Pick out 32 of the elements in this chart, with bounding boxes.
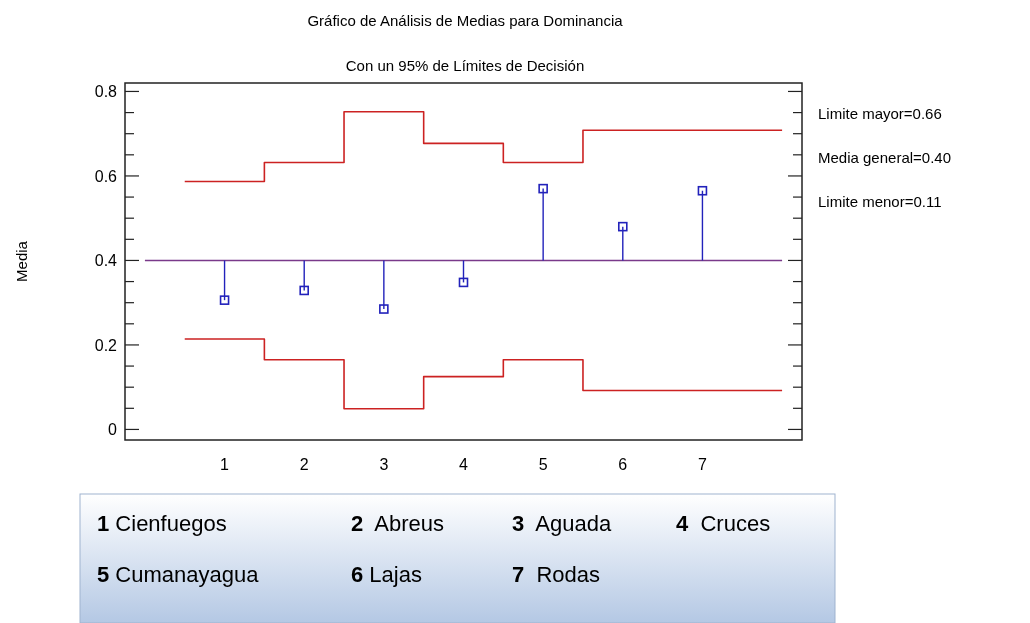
x-tick-label: 7: [697, 456, 707, 473]
x-tick-label: 3: [379, 456, 389, 473]
y-axis-title: Media: [13, 240, 30, 282]
point: [538, 183, 548, 194]
chart-title: Gráfico de Análisis de Medias para Dominancia: [307, 12, 624, 29]
point: [617, 221, 628, 232]
point: [458, 277, 469, 288]
point: [299, 285, 310, 296]
text: 2 Abreus: [351, 511, 444, 536]
point: [219, 295, 230, 305]
y-tick-label: 0.8: [94, 83, 118, 101]
chart-subtitle: Con un 95% de Límites de Decisión: [345, 57, 585, 74]
text: 6 Lajas: [351, 562, 422, 587]
point: [697, 185, 708, 196]
y-tick-label: 0: [108, 421, 118, 439]
text: Limite menor=0.11: [818, 193, 942, 210]
x-tick-label: 2: [299, 456, 309, 473]
x-tick-label: 1: [220, 456, 230, 473]
y-tick-label: 0.4: [94, 252, 118, 270]
text: Media general=0.40: [818, 149, 952, 166]
x-tick-label: 4: [459, 456, 469, 473]
y-tick-label: 0.2: [94, 336, 118, 354]
text: 5 Cumanayagua: [97, 562, 260, 587]
x-tick-label: 5: [538, 456, 548, 473]
point: [379, 304, 389, 314]
y-tick-label: 0.6: [94, 167, 118, 185]
x-tick-label: 6: [618, 456, 628, 473]
text: Limite mayor=0.66: [818, 105, 942, 122]
text: 7 Rodas: [512, 562, 601, 587]
text: 1 Cienfuegos: [97, 511, 227, 536]
text: 3 Aguada: [512, 511, 612, 536]
text: 4 Cruces: [676, 511, 771, 536]
